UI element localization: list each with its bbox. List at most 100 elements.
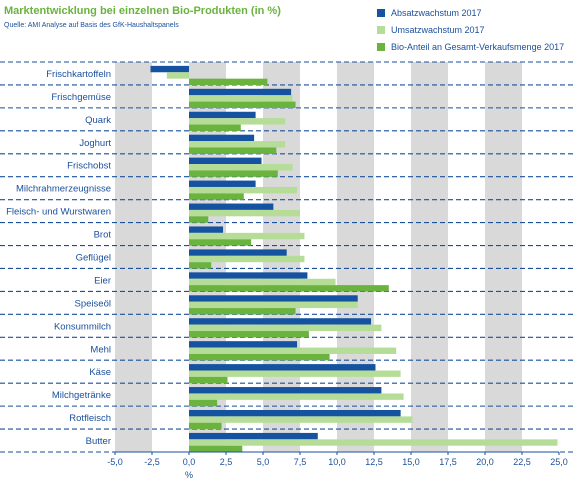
category-label: Butter <box>86 436 111 447</box>
bar-umsatz <box>189 141 286 148</box>
bar-anteil <box>189 376 228 384</box>
bar-umsatz <box>189 370 401 377</box>
bar-anteil <box>189 445 243 453</box>
legend-item-umsatz: Umsatzwachstum 2017 <box>377 21 564 38</box>
category-label: Speiseöl <box>75 298 111 309</box>
category-label: Joghurt <box>79 138 111 149</box>
x-tick-label: 10,0 <box>328 457 346 467</box>
x-tick-label: 5,0 <box>257 457 270 467</box>
bar-absatz <box>189 409 401 417</box>
bar-absatz <box>189 134 255 142</box>
bar-umsatz <box>189 255 305 263</box>
category-label: Eier <box>94 275 111 286</box>
x-tick-label: 2,5 <box>220 457 233 467</box>
bar-umsatz <box>189 324 382 332</box>
x-tick-label: 7,5 <box>294 457 307 467</box>
legend-label-absatz: Absatzwachstum 2017 <box>391 7 482 18</box>
category-label: Geflügel <box>76 253 111 264</box>
category-label: Quark <box>85 115 111 126</box>
x-axis-label: % <box>185 470 193 480</box>
bar-anteil <box>189 422 222 430</box>
chart-source: Quelle: AMI Analyse auf Basis des GfK-Ha… <box>4 22 179 29</box>
x-tick-label: 0,0 <box>183 457 196 467</box>
category-label: Frischgemüse <box>51 92 111 103</box>
bar-anteil <box>189 101 296 109</box>
bar-absatz <box>189 295 358 302</box>
bar-absatz <box>189 180 256 187</box>
category-label: Käse <box>89 367 111 378</box>
bar-umsatz <box>189 209 300 217</box>
bar-anteil <box>189 353 330 361</box>
x-tick-label: 20,0 <box>476 457 494 467</box>
x-tick-label: -5,0 <box>107 457 123 467</box>
legend-item-absatz: Absatzwachstum 2017 <box>377 4 564 21</box>
bar-anteil <box>189 239 252 246</box>
bar-anteil <box>189 331 309 338</box>
x-tick-label: 25,0 <box>550 457 568 467</box>
x-tick-label: 12,5 <box>365 457 383 467</box>
bar-umsatz <box>189 186 298 194</box>
bar-anteil <box>189 147 277 154</box>
legend-swatch-absatz <box>377 8 385 17</box>
bar-absatz <box>189 88 292 96</box>
legend-swatch-umsatz <box>377 25 385 34</box>
legend-label-umsatz: Umsatzwachstum 2017 <box>391 24 485 35</box>
bar-umsatz <box>189 416 413 423</box>
bar-absatz <box>189 203 274 210</box>
bar-absatz <box>189 341 298 348</box>
category-label: Frischkartoffeln <box>46 69 111 80</box>
bar-absatz <box>189 157 262 165</box>
chart-title: Marktentwicklung bei einzelnen Bio-Produ… <box>4 5 281 17</box>
bar-anteil <box>189 216 209 223</box>
bar-absatz <box>189 249 287 256</box>
legend-swatch-anteil <box>377 42 385 51</box>
bar-absatz <box>189 364 376 371</box>
x-tick-label: -2,5 <box>144 457 160 467</box>
category-label: Fleisch- und Wurstwaren <box>6 207 111 218</box>
bar-umsatz <box>189 95 293 102</box>
grid-band <box>115 62 152 452</box>
category-label: Konsummilch <box>54 321 111 332</box>
grid-band <box>485 62 522 452</box>
bar-umsatz <box>189 393 404 400</box>
x-tick-label: 17,5 <box>439 457 457 467</box>
bar-absatz <box>150 65 189 73</box>
bar-umsatz <box>189 164 293 171</box>
x-tick-label: 15,0 <box>402 457 420 467</box>
bar-umsatz <box>166 72 189 79</box>
bar-anteil <box>189 170 278 177</box>
category-label: Frischobst <box>67 161 111 172</box>
bar-absatz <box>189 432 318 440</box>
bar-umsatz <box>189 232 305 240</box>
bar-umsatz <box>189 347 397 354</box>
bar-umsatz <box>189 278 336 286</box>
bar-umsatz <box>189 301 358 309</box>
bar-anteil <box>189 399 218 407</box>
bar-umsatz <box>189 118 286 125</box>
category-label: Milchgetränke <box>52 390 111 401</box>
legend-label-anteil: Bio-Anteil an Gesamt-Verkaufsmenge 2017 <box>391 41 565 52</box>
bar-anteil <box>189 193 244 200</box>
bar-anteil <box>189 124 241 131</box>
x-tick-label: 22,5 <box>513 457 531 467</box>
bar-anteil <box>189 262 212 269</box>
bar-anteil <box>189 285 389 292</box>
legend-item-anteil: Bio-Anteil an Gesamt-Verkaufsmenge 2017 <box>377 38 564 55</box>
grid-band <box>411 62 448 452</box>
category-label: Brot <box>94 230 112 241</box>
chart-legend: Absatzwachstum 2017 Umsatzwachstum 2017 … <box>377 4 564 55</box>
category-label: Milchrahmerzeugnisse <box>16 184 111 195</box>
bar-umsatz <box>189 439 558 446</box>
bar-absatz <box>189 272 308 279</box>
bar-absatz <box>189 387 382 394</box>
bar-absatz <box>189 318 372 325</box>
bar-anteil <box>189 78 268 86</box>
category-label: Rotfleisch <box>69 413 111 424</box>
bar-absatz <box>189 226 224 233</box>
bar-anteil <box>189 308 296 315</box>
grid-band <box>337 62 374 452</box>
category-label: Mehl <box>90 344 111 355</box>
bar-absatz <box>189 111 256 119</box>
